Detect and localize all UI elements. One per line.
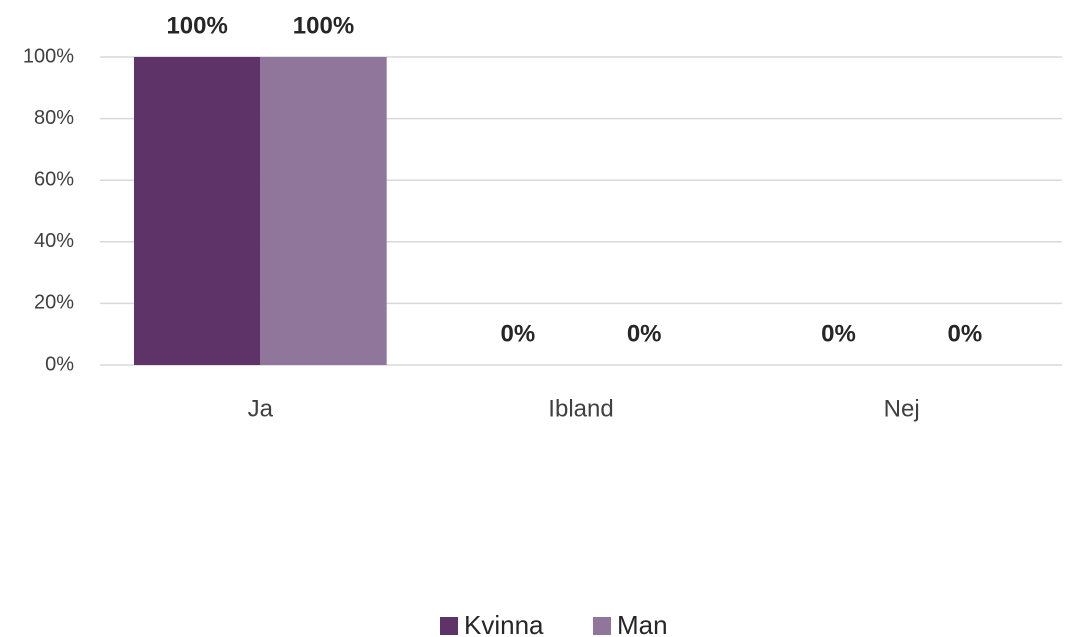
x-tick-label: Ibland: [548, 395, 613, 422]
y-tick-label: 0%: [45, 353, 74, 375]
x-tick-label: Ja: [248, 395, 274, 422]
data-label: 0%: [947, 320, 982, 347]
data-label: 100%: [293, 12, 354, 39]
data-label: 100%: [166, 12, 227, 39]
legend-label: Man: [617, 610, 668, 637]
y-tick-label: 80%: [34, 107, 74, 129]
bar: [260, 57, 387, 365]
y-tick-label: 40%: [34, 230, 74, 252]
data-label: 0%: [821, 320, 856, 347]
bar: [133, 57, 261, 365]
y-tick-label: 100%: [23, 45, 74, 67]
y-tick-label: 60%: [34, 168, 74, 190]
legend-swatch: [440, 617, 458, 635]
x-tick-label: Nej: [884, 395, 920, 422]
data-label: 0%: [627, 320, 662, 347]
data-label: 0%: [500, 320, 535, 347]
legend-label: Kvinna: [464, 610, 544, 637]
legend-swatch: [593, 617, 611, 635]
y-tick-label: 20%: [34, 292, 74, 314]
